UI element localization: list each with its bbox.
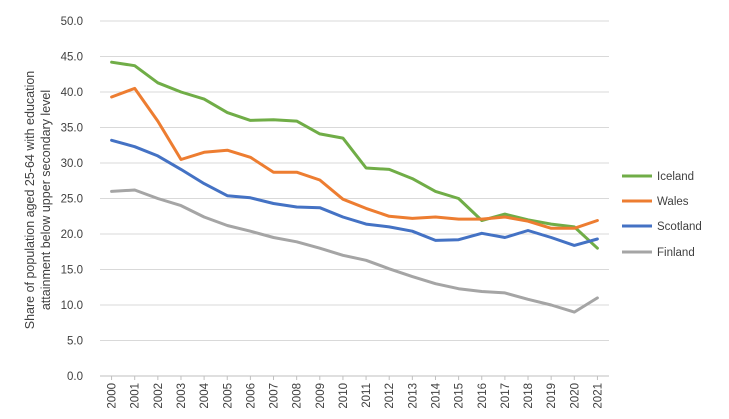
- x-axis-tick-labels: 2000 2001 2002 2003 2004 2005 2006 2007 2008 2009…: [107, 376, 604, 409]
- x-tick-label: 2014: [430, 382, 442, 408]
- y-tick-label: 0.0: [67, 371, 83, 383]
- legend-label-iceland: Iceland: [657, 171, 694, 183]
- x-tick-label: 2004: [199, 382, 211, 408]
- x-tick-label: 2020: [569, 383, 581, 409]
- y-tick-label: 10.0: [61, 300, 83, 312]
- x-tick-label: 2003: [176, 383, 188, 409]
- y-tick-label: 25.0: [61, 194, 83, 206]
- gridlines: [100, 20, 609, 377]
- x-tick-label: 2000: [107, 383, 119, 409]
- x-tick-label: 2010: [338, 383, 350, 409]
- y-axis-tick-labels: 0.0 5.0 10.0 15.0 20.0 25.0 30.0 35.0 40.0 45.0 50…: [61, 16, 83, 383]
- y-tick-label: 45.0: [61, 52, 83, 64]
- x-tick-label: 2019: [546, 383, 558, 409]
- series-line-iceland: [110, 60, 599, 250]
- legend: Iceland Wales Scotland Finland: [622, 171, 702, 259]
- legend-label-wales: Wales: [657, 196, 689, 208]
- x-tick-label: 2009: [315, 383, 327, 409]
- x-tick-label: 2002: [153, 383, 165, 409]
- x-tick-label: 2011: [361, 383, 373, 408]
- legend-label-finland: Finland: [657, 247, 695, 259]
- x-tick-label: 2021: [592, 383, 604, 409]
- x-tick-label: 2017: [500, 383, 512, 409]
- y-tick-label: 20.0: [61, 229, 83, 241]
- y-axis-label-line-1: Share of population aged 25-64 with educ…: [23, 71, 37, 330]
- x-tick-label: 2007: [269, 383, 281, 409]
- series-line-scotland: [110, 138, 599, 247]
- y-axis-label-line-2: attainment below upper secondary level: [39, 90, 53, 310]
- y-tick-label: 50.0: [61, 16, 83, 28]
- y-tick-label: 30.0: [61, 158, 83, 170]
- x-tick-label: 2005: [222, 383, 234, 409]
- y-tick-label: 15.0: [61, 265, 83, 277]
- x-tick-label: 2008: [292, 383, 304, 409]
- x-tick-label: 2015: [454, 383, 466, 409]
- y-tick-label: 5.0: [67, 336, 83, 348]
- y-tick-label: 40.0: [61, 87, 83, 99]
- x-tick-label: 2012: [384, 383, 396, 409]
- series-line-wales: [110, 86, 599, 230]
- legend-label-scotland: Scotland: [657, 221, 702, 233]
- y-tick-label: 35.0: [61, 123, 83, 135]
- x-tick-label: 2013: [407, 383, 419, 409]
- x-tick-label: 2001: [130, 383, 142, 409]
- series-lines: [110, 60, 599, 314]
- x-tick-label: 2018: [523, 383, 535, 409]
- x-tick-label: 2006: [245, 383, 257, 409]
- series-line-finland: [110, 188, 599, 314]
- x-tick-label: 2016: [477, 383, 489, 409]
